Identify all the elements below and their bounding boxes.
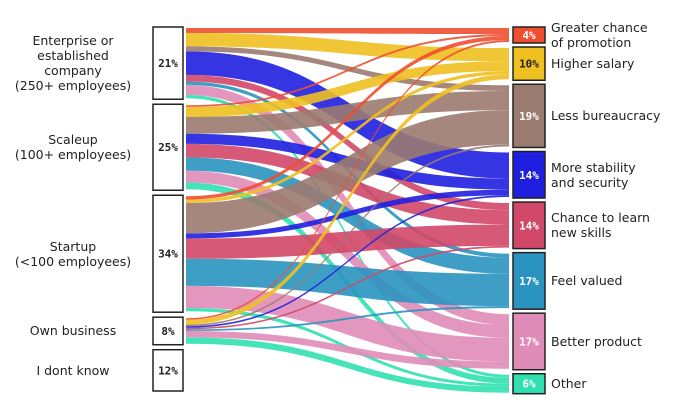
flow-3-2: [186, 144, 509, 327]
source-value-4: 12%: [158, 364, 178, 377]
target-label-3: More stability and security: [551, 159, 636, 190]
flow-2-5: [186, 258, 509, 307]
target-label-0: Greater chance of promotion: [551, 20, 648, 50]
flow-2-1: [186, 71, 509, 204]
flow-1-1: [186, 61, 509, 117]
target-node-6: [512, 312, 546, 371]
flow-0-2: [186, 46, 509, 92]
target-node-3: [512, 150, 546, 199]
flow-2-3: [186, 189, 509, 239]
source-node-2: [152, 194, 184, 313]
flow-3-3: [186, 195, 509, 328]
source-value-3: 8%: [161, 325, 175, 338]
source-label-4: I dont know: [36, 362, 110, 378]
target-label-6: Better product: [551, 333, 642, 349]
source-node-3: [152, 316, 184, 346]
source-label-3: Own business: [29, 323, 117, 339]
flow-2-6: [186, 285, 509, 362]
source-value-2: 34%: [158, 248, 178, 261]
flow-3-4: [186, 245, 509, 330]
target-node-0: [512, 26, 546, 44]
target-value-7: 6%: [522, 378, 536, 391]
target-label-7: Other: [551, 376, 587, 392]
flow-3-5: [186, 306, 509, 331]
target-node-5: [512, 251, 546, 310]
flow-2-4: [186, 224, 509, 259]
target-value-1: 10%: [519, 58, 539, 71]
flow-3-7: [186, 337, 509, 393]
source-node-0: [152, 26, 184, 100]
flow-3-1: [186, 74, 509, 325]
flow-1-6: [186, 170, 509, 338]
source-node-1: [152, 103, 184, 191]
target-node-4: [512, 201, 546, 250]
nodes: 21% 25% 34% 8% 12% 4% 10% 19% 14% 14% 17% 17% 6%: [152, 26, 546, 395]
flow-links: [186, 28, 509, 393]
flow-0-4: [186, 74, 509, 211]
target-value-2: 19%: [519, 110, 539, 123]
source-label-2: Startup (<100 employees): [14, 238, 132, 269]
flow-2-0: [186, 36, 509, 200]
flow-3-0: [186, 40, 509, 320]
target-node-1: [512, 46, 546, 82]
source-value-1: 25%: [158, 141, 178, 154]
flow-2-2: [186, 110, 509, 234]
target-value-4: 14%: [519, 219, 539, 232]
flow-1-0: [186, 34, 509, 107]
source-label-1: Scaleup (100+ employees): [14, 132, 132, 163]
target-label-1: Higher salary: [551, 56, 635, 72]
target-value-3: 14%: [519, 169, 539, 182]
target-label-5: Feel valued: [551, 273, 623, 289]
source-label-0: Enterprise or established company (250+ …: [14, 33, 132, 94]
source-node-4: [152, 348, 184, 392]
target-value-6: 17%: [519, 335, 539, 348]
flow-3-6: [186, 330, 509, 369]
target-value-5: 17%: [519, 275, 539, 288]
flow-0-6: [186, 84, 509, 326]
target-value-0: 4%: [522, 29, 536, 42]
target-label-2: Less bureaucracy: [551, 108, 661, 124]
target-label-4: Chance to learn new skills: [551, 210, 650, 241]
flow-0-0: [186, 28, 509, 34]
target-node-2: [512, 83, 546, 149]
source-value-0: 21%: [158, 57, 178, 70]
target-node-7: [512, 372, 546, 395]
